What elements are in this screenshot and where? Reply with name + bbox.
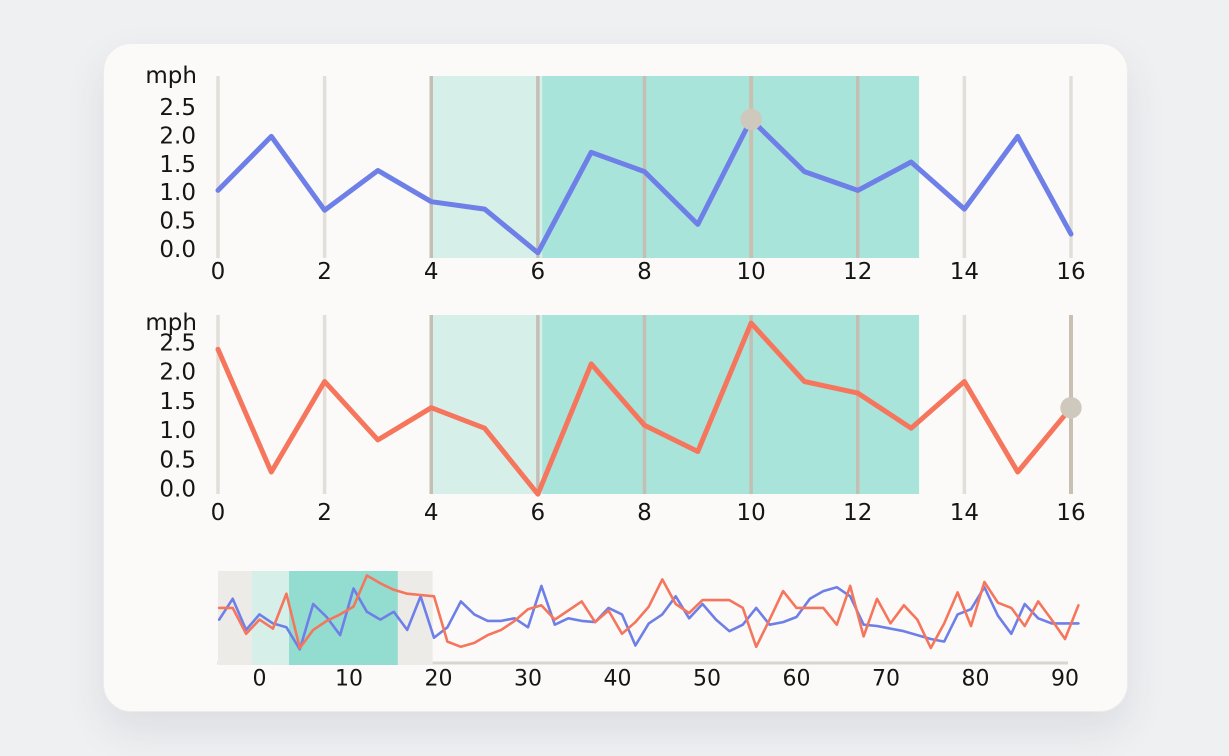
x-tick-label: 0 xyxy=(253,667,267,692)
x-tick-label: 10 xyxy=(335,667,363,692)
x-tick-label: 0 xyxy=(211,500,226,526)
series-line-speed-blue[interactable] xyxy=(215,116,1074,256)
y-tick-label: 1.5 xyxy=(159,389,196,415)
x-tick-label: 40 xyxy=(604,667,632,692)
y-axis-unit-label-middle: mph xyxy=(145,310,197,336)
selection-region-teal_light[interactable] xyxy=(251,571,290,665)
x-tick-label: 14 xyxy=(950,500,979,526)
x-tick-label: 2 xyxy=(317,500,332,526)
y-axis-unit-label-top: mph xyxy=(145,63,197,89)
x-tick-label: 90 xyxy=(1051,667,1079,692)
cursor-dot xyxy=(740,108,762,131)
x-tick-label: 12 xyxy=(843,500,872,526)
series-line-speed-orange[interactable] xyxy=(215,320,1074,497)
selection-region-teal_light[interactable] xyxy=(431,76,543,258)
selection-region-teal_light[interactable] xyxy=(431,315,543,494)
x-tick-label: 70 xyxy=(872,667,900,692)
y-tick-label: 0.0 xyxy=(159,237,196,263)
x-tick-label: 20 xyxy=(425,667,453,692)
x-tick-label: 10 xyxy=(736,259,765,285)
overview-chart[interactable]: 0 10 20 30 40 50 60 70 80 90 xyxy=(217,571,1080,692)
middle-chart[interactable]: 0 2 4 6 8 10 12 14 16 0.0 0.5 1.0 1.5 2.0 2.5 xyxy=(159,315,1086,526)
top-chart[interactable]: 0 2 4 6 8 10 12 14 16 0.00.5 1.01.5 2.02.5 xyxy=(159,76,1086,285)
y-tick-label: 2.5 xyxy=(159,95,196,121)
x-tick-label: 8 xyxy=(637,259,652,285)
y-tick-label: 2.5 xyxy=(159,331,196,357)
y-tick-label: 1.0 xyxy=(159,180,196,206)
x-tick-label: 16 xyxy=(1056,500,1085,526)
y-tick-label: 0.5 xyxy=(159,447,196,473)
x-tick-label: 30 xyxy=(514,667,542,692)
y-tick-label: 0.5 xyxy=(159,209,196,235)
cursor-dot xyxy=(1060,397,1082,419)
x-tick-label: 14 xyxy=(950,259,979,285)
x-tick-label: 0 xyxy=(211,259,226,285)
y-tick-label: 1.5 xyxy=(159,152,196,178)
x-tick-label: 60 xyxy=(783,667,811,692)
y-tick-label: 2.0 xyxy=(159,123,196,149)
x-tick-label: 50 xyxy=(693,667,721,692)
x-tick-label: 6 xyxy=(531,500,546,526)
x-tick-label: 4 xyxy=(424,259,439,285)
series-line-speed-orange[interactable] xyxy=(217,574,1080,650)
x-tick-label: 2 xyxy=(317,259,332,285)
x-tick-label: 6 xyxy=(531,259,546,285)
x-tick-label: 80 xyxy=(962,667,990,692)
x-tick-label: 16 xyxy=(1056,259,1085,285)
x-tick-label: 4 xyxy=(424,500,439,526)
y-tick-label: 0.0 xyxy=(159,477,196,503)
y-tick-label: 1.0 xyxy=(159,418,196,444)
x-tick-label: 10 xyxy=(736,500,765,526)
selection-region-teal_dark[interactable] xyxy=(542,76,920,258)
y-tick-label: 2.0 xyxy=(159,360,196,386)
selection-region-teal_dark[interactable] xyxy=(542,315,920,494)
x-tick-label: 12 xyxy=(843,259,872,285)
x-tick-label: 8 xyxy=(637,500,652,526)
